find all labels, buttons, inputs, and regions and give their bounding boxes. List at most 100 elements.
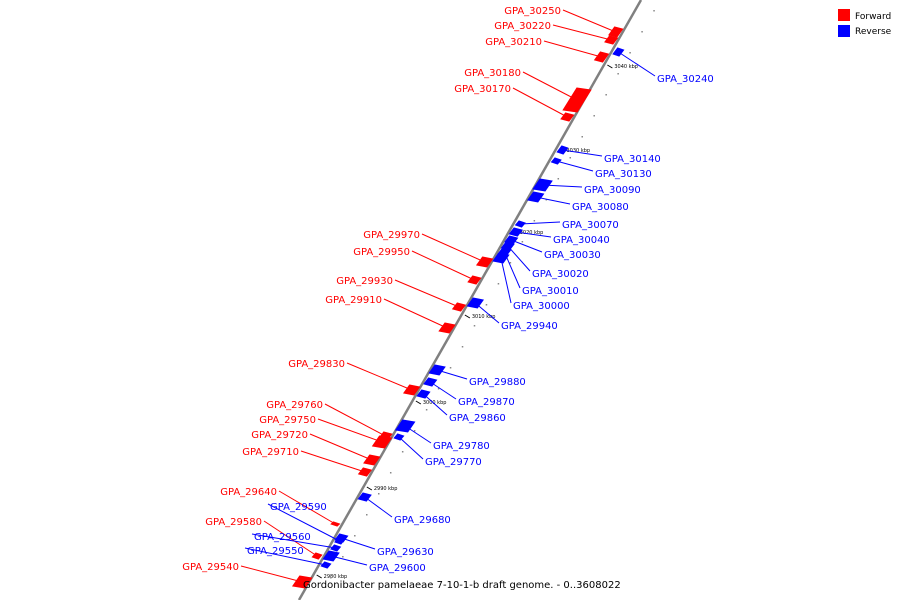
gene-connector bbox=[421, 233, 485, 263]
scale-tick-mark bbox=[607, 64, 613, 69]
legend-forward-label: Forward bbox=[855, 12, 891, 22]
gene-label: GPA_30220 bbox=[494, 21, 551, 32]
gene-label: GPA_30250 bbox=[504, 6, 561, 17]
gene-feature[interactable] bbox=[363, 454, 381, 466]
gene-connector bbox=[520, 221, 561, 225]
gene-connector bbox=[240, 565, 303, 583]
minor-tick bbox=[629, 52, 631, 54]
gene-feature[interactable] bbox=[334, 533, 349, 543]
minor-tick bbox=[354, 535, 356, 537]
legend-reverse-label: Reverse bbox=[855, 27, 892, 37]
gene-label: GPA_30130 bbox=[595, 169, 652, 180]
gene-label: GPA_29830 bbox=[288, 359, 345, 370]
gene-connector bbox=[251, 533, 336, 549]
minor-tick bbox=[485, 304, 488, 306]
gene-label: GPA_29870 bbox=[458, 397, 515, 408]
legend: Forward Reverse bbox=[838, 9, 892, 37]
gene-connector bbox=[309, 433, 372, 461]
scale-tick-label: 3010 kbp bbox=[472, 314, 496, 320]
minor-tick bbox=[545, 199, 548, 201]
gene-feature[interactable] bbox=[475, 256, 494, 268]
minor-tick bbox=[449, 367, 452, 369]
gene-feature[interactable] bbox=[330, 544, 342, 552]
gene-feature[interactable] bbox=[330, 521, 341, 527]
scale-tick-label: 2990 kbp bbox=[374, 486, 398, 492]
gene-feature[interactable] bbox=[492, 252, 510, 264]
scale-tick-label: 3040 kbp bbox=[614, 64, 638, 70]
gene-feature[interactable] bbox=[604, 35, 619, 45]
minor-tick bbox=[593, 115, 595, 117]
gene-feature[interactable] bbox=[322, 550, 340, 562]
gene-feature[interactable] bbox=[291, 575, 313, 589]
gene-label: GPA_30010 bbox=[522, 286, 579, 297]
gene-feature[interactable] bbox=[532, 178, 553, 192]
gene-feature[interactable] bbox=[556, 145, 569, 155]
gene-feature[interactable] bbox=[562, 87, 592, 113]
minor-tick bbox=[509, 262, 512, 264]
gene-feature[interactable] bbox=[514, 220, 526, 228]
gene-label: GPA_29910 bbox=[325, 295, 382, 306]
gene-label: GPA_29590 bbox=[270, 502, 327, 513]
gene-label: GPA_30070 bbox=[562, 220, 619, 231]
gene-label: GPA_29630 bbox=[377, 547, 434, 558]
minor-tick bbox=[425, 409, 428, 411]
gene-connector bbox=[341, 537, 376, 550]
gene-feature[interactable] bbox=[612, 47, 625, 57]
gene-connector bbox=[515, 231, 552, 238]
gene-label: GPA_29860 bbox=[449, 413, 506, 424]
minor-tick bbox=[366, 514, 368, 516]
gene-label: GPA_29720 bbox=[251, 430, 308, 441]
gene-feature[interactable] bbox=[560, 112, 575, 122]
minor-tick bbox=[342, 556, 344, 558]
gene-feature[interactable] bbox=[402, 384, 421, 396]
gene-connector bbox=[511, 239, 543, 253]
gene-label: GPA_29640 bbox=[220, 487, 277, 498]
gene-feature[interactable] bbox=[416, 389, 431, 399]
gene-feature[interactable] bbox=[311, 552, 323, 560]
minor-tick bbox=[473, 325, 476, 327]
gene-feature[interactable] bbox=[394, 419, 416, 433]
gene-feature[interactable] bbox=[357, 492, 372, 502]
gene-feature[interactable] bbox=[393, 433, 405, 441]
gene-labels: GPA_30250 GPA_30220 GPA_30210 GPA_30180 GPA_… bbox=[182, 6, 714, 574]
gene-connector bbox=[411, 250, 475, 281]
gene-label: GPA_29970 bbox=[363, 230, 420, 241]
gene-label: GPA_30140 bbox=[604, 154, 661, 165]
gene-label: GPA_30090 bbox=[584, 185, 641, 196]
gene-feature[interactable] bbox=[608, 26, 624, 38]
gene-feature[interactable] bbox=[357, 467, 373, 477]
scale-tick-label: 3030 kbp bbox=[567, 148, 591, 154]
gene-label: GPA_30180 bbox=[464, 68, 521, 79]
gene-connector bbox=[267, 503, 340, 542]
gene-connector bbox=[522, 71, 578, 101]
gene-label: GPA_30170 bbox=[454, 84, 511, 95]
gene-feature[interactable] bbox=[550, 157, 562, 165]
gene-feature[interactable] bbox=[451, 302, 467, 312]
scale-ticks: 3040 kbp 3030 kbp 3020 kbp 3010 kbp 3000 kbp… bbox=[316, 10, 655, 580]
gene-label: GPA_30040 bbox=[553, 235, 610, 246]
gene-label: GPA_29560 bbox=[254, 532, 311, 543]
gene-feature[interactable] bbox=[508, 227, 523, 237]
gene-label: GPA_29780 bbox=[433, 441, 490, 452]
gene-connector bbox=[300, 450, 366, 473]
gene-feature[interactable] bbox=[371, 435, 393, 449]
legend-forward-swatch bbox=[838, 9, 850, 21]
label-connectors bbox=[240, 9, 656, 583]
gene-feature[interactable] bbox=[423, 377, 438, 387]
gene-feature[interactable] bbox=[593, 51, 610, 63]
gene-connector bbox=[364, 496, 393, 518]
gene-feature[interactable] bbox=[320, 561, 332, 569]
gene-feature[interactable] bbox=[467, 275, 482, 285]
gene-connector bbox=[562, 149, 603, 157]
gene-feature[interactable] bbox=[438, 322, 456, 334]
gene-connector bbox=[330, 555, 368, 566]
gene-feature[interactable] bbox=[527, 191, 545, 203]
minor-tick bbox=[389, 472, 392, 474]
gene-feature[interactable] bbox=[428, 364, 446, 376]
gene-feature[interactable] bbox=[466, 297, 484, 309]
gene-connector bbox=[562, 9, 616, 33]
gene-label: GPA_29940 bbox=[501, 321, 558, 332]
genome-caption: Gordonibacter pamelaeae 7-10-1-b draft g… bbox=[303, 580, 621, 591]
gene-connector bbox=[507, 245, 531, 272]
gene-label: GPA_29540 bbox=[182, 562, 239, 573]
